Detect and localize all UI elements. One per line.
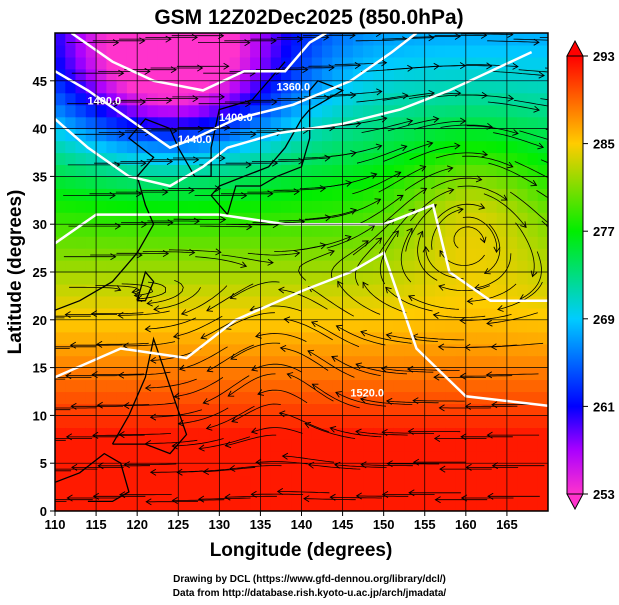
x-tick-label: 115 [86,517,107,532]
colorbar-bottom-arrow [566,493,584,511]
colorbar-tick-label: 293 [593,49,615,64]
colorbar-tick-label: 269 [593,312,615,327]
colorbar-bar [566,55,584,495]
contour-label: 1440.0 [178,134,212,146]
x-tick-label: 150 [373,517,395,532]
y-tick-label: 0 [40,504,47,519]
x-axis-label: Longitude (degrees) [210,540,393,561]
contour-labels: 1400.0 1400.0 1440.0 1360.0 1520.0 [87,81,384,399]
contour-label: 1400.0 [87,96,121,108]
y-tick-label: 25 [33,265,47,280]
colorbar-tick-label: 285 [593,137,615,152]
contour-label: 1520.0 [350,387,384,399]
colorbar-tick-label: 253 [593,487,615,502]
plot-area: 1400.0 1400.0 1440.0 1360.0 1520.0 [55,33,548,511]
y-tick-label: 5 [40,456,47,471]
y-tick-label: 15 [33,361,47,376]
contour-label: 1400.0 [219,112,253,124]
chart-title: GSM 12Z02Dec2025 (850.0hPa) [154,6,463,29]
y-axis-ticks: 0 5 10 15 20 25 30 35 40 45 [33,74,55,519]
x-tick-label: 160 [455,517,477,532]
wind-streamlines [55,33,548,506]
x-axis-ticks: 110 115 120 125 130 135 140 145 150 155 160 165 [45,511,518,532]
x-tick-label: 140 [291,517,313,532]
x-tick-label: 120 [126,517,148,532]
x-tick-label: 130 [208,517,230,532]
y-tick-label: 40 [33,122,47,137]
y-tick-label: 30 [33,217,47,232]
colorbar-tick-label: 277 [593,224,615,239]
x-tick-label: 165 [496,517,518,532]
credit-line-1: Drawing by DCL (https://www.gfd-dennou.o… [173,574,446,585]
credit-line-2: Data from http://database.rish.kyoto-u.a… [172,588,447,599]
colorbar-tick-label: 261 [593,399,615,414]
y-axis-label: Latitude (degrees) [5,190,26,355]
x-tick-label: 135 [250,517,272,532]
x-tick-label: 145 [332,517,354,532]
colorbar-top-arrow [566,39,584,57]
y-tick-label: 45 [33,74,47,89]
lat-lon-grid [55,33,548,511]
y-tick-label: 10 [33,408,47,423]
y-tick-label: 20 [33,313,47,328]
colorbar: 253 261 269 277 285 293 [566,39,615,511]
x-tick-label: 155 [414,517,436,532]
x-tick-label: 110 [45,517,66,532]
y-tick-label: 35 [33,169,47,184]
contour-label: 1360.0 [276,81,310,93]
x-tick-label: 125 [167,517,189,532]
